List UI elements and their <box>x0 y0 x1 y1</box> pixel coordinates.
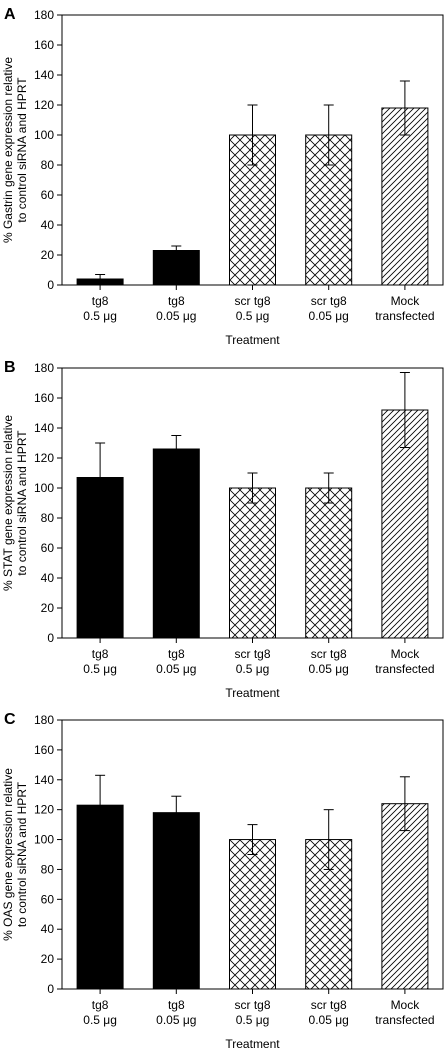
x-tick-label-line2: transfected <box>375 1013 434 1027</box>
x-tick-label-line1: scr tg8 <box>234 647 270 661</box>
y-tick-label: 180 <box>34 8 54 22</box>
x-tick-label-line2: 0.05 μg <box>309 1013 349 1027</box>
x-tick-label-line1: Mock <box>391 294 421 308</box>
y-tick-label: 100 <box>34 833 54 847</box>
y-axis-title-line: to control siRNA and HPRT <box>15 781 29 927</box>
y-tick-label: 60 <box>41 188 55 202</box>
y-tick-label: 80 <box>41 511 55 525</box>
x-tick-label-line2: 0.05 μg <box>156 309 196 323</box>
x-tick-label-line2: 0.5 μg <box>83 309 117 323</box>
y-tick-label: 160 <box>34 38 54 52</box>
y-tick-label: 120 <box>34 451 54 465</box>
y-tick-label: 40 <box>41 922 55 936</box>
chart-panel-b: B 0 20 40 60 80 100 120 140 160 180 % STAT gene exp… <box>1 359 444 700</box>
x-tick-label-line2: 0.05 μg <box>156 1013 196 1027</box>
x-tick-label-line1: Mock <box>391 647 421 661</box>
x-tick-label-line2: transfected <box>375 662 434 676</box>
x-tick-label-line2: 0.5 μg <box>83 1013 117 1027</box>
panel-letter: C <box>4 711 16 728</box>
y-tick-label: 20 <box>41 248 55 262</box>
x-axis-title: Treatment <box>225 333 280 347</box>
x-tick-label-line1: tg8 <box>168 294 185 308</box>
bar <box>305 487 353 639</box>
bar <box>381 803 429 990</box>
y-tick-label: 60 <box>41 541 55 555</box>
x-tick-label-line1: tg8 <box>92 647 109 661</box>
x-tick-label-line2: 0.5 μg <box>83 662 117 676</box>
y-tick-label: 80 <box>41 158 55 172</box>
x-tick-label-line2: transfected <box>375 309 434 323</box>
x-tick-label-line2: 0.05 μg <box>309 662 349 676</box>
chart-panel-a: A 0 20 40 60 80 100 120 140 160 180 % Gastrin gene … <box>1 6 444 347</box>
bar <box>152 812 200 990</box>
y-tick-label: 20 <box>41 952 55 966</box>
x-tick-label-line1: scr tg8 <box>311 998 347 1012</box>
y-tick-label: 80 <box>41 862 55 876</box>
x-tick-label-line2: 0.05 μg <box>309 309 349 323</box>
y-tick-label: 40 <box>41 218 55 232</box>
panel-letter: B <box>4 359 16 376</box>
y-tick-label: 160 <box>34 391 54 405</box>
x-tick-label-line2: 0.5 μg <box>236 309 270 323</box>
x-tick-label-line1: tg8 <box>168 998 185 1012</box>
x-tick-label-line1: scr tg8 <box>311 647 347 661</box>
panel-letter: A <box>4 6 16 23</box>
x-tick-label-line1: tg8 <box>92 294 109 308</box>
x-tick-label-line1: tg8 <box>92 998 109 1012</box>
y-tick-label: 140 <box>34 421 54 435</box>
y-tick-label: 40 <box>41 571 55 585</box>
x-tick-label-line1: scr tg8 <box>311 294 347 308</box>
y-tick-label: 180 <box>34 713 54 727</box>
bar <box>381 107 429 286</box>
y-axis-title-line: % OAS gene expression relative <box>1 768 15 941</box>
y-tick-label: 140 <box>34 773 54 787</box>
x-tick-label-line2: 0.05 μg <box>156 662 196 676</box>
y-tick-label: 160 <box>34 743 54 757</box>
y-tick-label: 60 <box>41 892 55 906</box>
chart-panel-c: C 0 20 40 60 80 100 120 140 160 180 % OAS gene expr… <box>1 711 444 1051</box>
x-tick-label-line2: 0.5 μg <box>236 662 270 676</box>
bar <box>229 134 276 286</box>
x-axis-title: Treatment <box>225 1037 280 1051</box>
y-tick-label: 0 <box>47 631 54 645</box>
y-tick-label: 140 <box>34 68 54 82</box>
y-tick-label: 0 <box>47 982 54 996</box>
y-tick-label: 100 <box>34 128 54 142</box>
x-axis-title: Treatment <box>225 686 280 700</box>
x-tick-label-line1: Mock <box>391 998 421 1012</box>
bar <box>229 839 276 990</box>
y-tick-label: 180 <box>34 361 54 375</box>
y-axis-title-line: % Gastrin gene expression relative <box>1 57 15 243</box>
y-tick-label: 120 <box>34 98 54 112</box>
y-tick-label: 0 <box>47 278 54 292</box>
x-tick-label-line2: 0.5 μg <box>236 1013 270 1027</box>
y-tick-label: 120 <box>34 803 54 817</box>
x-tick-label-line1: scr tg8 <box>234 294 270 308</box>
bar <box>152 448 200 639</box>
bar <box>229 487 276 639</box>
x-tick-label-line1: tg8 <box>168 647 185 661</box>
y-axis-title-line: to control siRNA and HPRT <box>15 430 29 576</box>
y-axis-title-line: % STAT gene expression relative <box>1 415 15 591</box>
y-tick-label: 20 <box>41 601 55 615</box>
x-tick-label-line1: scr tg8 <box>234 998 270 1012</box>
bar <box>152 250 200 286</box>
y-tick-label: 100 <box>34 481 54 495</box>
y-axis-title-line: to control siRNA and HPRT <box>15 77 29 223</box>
bar <box>76 804 124 990</box>
